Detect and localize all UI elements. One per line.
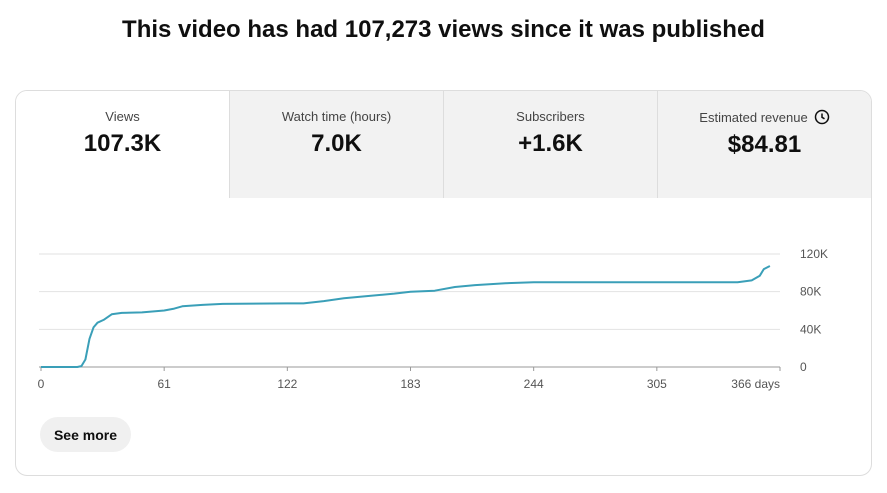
metric-tab[interactable]: Subscribers +1.6K (443, 91, 657, 198)
tab-value: +1.6K (518, 130, 583, 157)
tab-value: 107.3K (83, 130, 162, 157)
tab-label: Watch time (hours) (281, 109, 392, 124)
tab-value: $84.81 (727, 131, 802, 158)
see-more-button[interactable]: See more (40, 417, 131, 452)
x-tick-label: 305 (647, 377, 667, 391)
tab-label: Subscribers (516, 109, 585, 124)
x-tick-label: 61 (157, 377, 171, 391)
y-tick-label: 120K (800, 247, 828, 261)
views-line (41, 265, 771, 368)
metric-tab[interactable]: Views 107.3K (16, 91, 229, 198)
x-tick-label: 122 (277, 377, 297, 391)
metric-tab[interactable]: Watch time (hours) 7.0K (229, 91, 443, 198)
x-tick-label: 244 (524, 377, 544, 391)
y-tick-label: 40K (800, 322, 821, 336)
y-tick-label: 0 (800, 360, 807, 374)
tab-value: 7.0K (311, 130, 362, 157)
y-tick-label: 80K (800, 285, 821, 299)
page-title: This video has had 107,273 views since i… (122, 16, 765, 43)
x-tick-label: 183 (400, 377, 420, 391)
metric-tabs: Views 107.3K Watch time (hours) 7.0K Subsc… (16, 91, 871, 198)
x-tick-label: 366 days (731, 377, 780, 391)
tab-label: Views (105, 109, 140, 124)
analytics-card: Views 107.3K Watch time (hours) 7.0K Subsc… (15, 90, 872, 476)
tab-label: Estimated revenue (699, 109, 808, 125)
clock-icon (814, 109, 829, 125)
x-tick-label: 0 (38, 377, 45, 391)
tab-label-row: Estimated revenue (658, 109, 871, 125)
metric-tab[interactable]: Estimated revenue $84.81 (657, 91, 871, 198)
